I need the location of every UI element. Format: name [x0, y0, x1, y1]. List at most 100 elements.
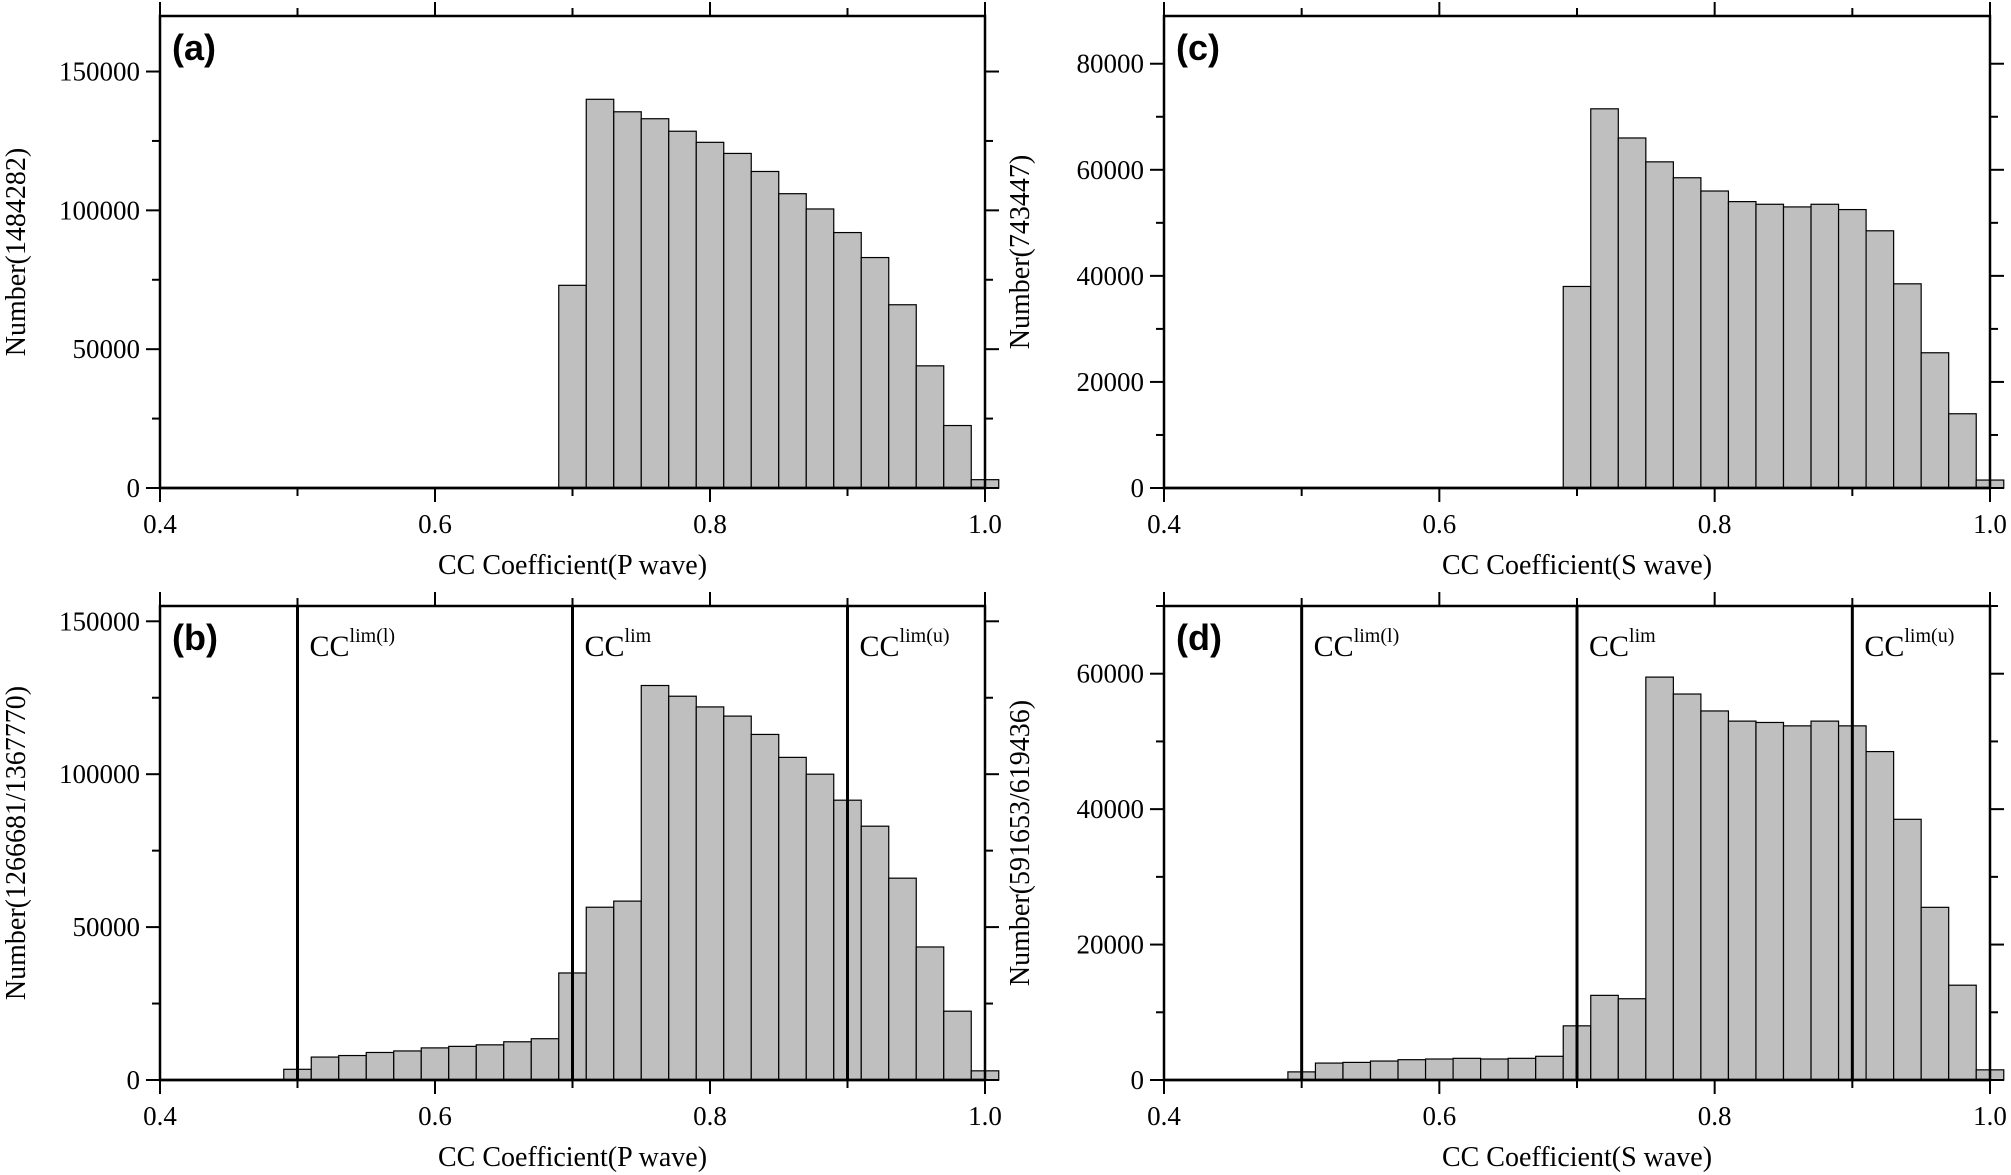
x-tick-label: 0.4 — [143, 1101, 177, 1131]
histogram-bar — [1645, 161, 1674, 489]
histogram-bar — [1893, 818, 1922, 1081]
x-tick-label: 0.6 — [1422, 1101, 1456, 1131]
histogram-bar — [503, 1041, 532, 1081]
histogram-bar — [1645, 676, 1674, 1081]
x-tick-label: 1.0 — [1973, 1101, 2007, 1131]
y-tick-label: 100000 — [59, 759, 140, 789]
histogram-bar — [1755, 721, 1785, 1081]
histogram-bar — [1755, 203, 1785, 489]
histogram-bar — [1480, 1058, 1509, 1081]
histogram-bar — [943, 1010, 972, 1081]
y-tick-label: 50000 — [73, 912, 141, 942]
histogram-bar — [668, 130, 697, 489]
cc-limit-annotation: CClim(l) — [310, 625, 396, 663]
histogram-bar — [1700, 190, 1730, 489]
panel-label: (d) — [1176, 617, 1222, 658]
histogram-bar — [1424, 1058, 1454, 1081]
cc-limit-annotation: CClim(u) — [1864, 625, 1954, 663]
histogram-bar — [640, 118, 670, 489]
histogram-bar — [778, 193, 807, 489]
histogram-bar — [915, 946, 945, 1081]
y-tick-label: 0 — [1131, 1065, 1145, 1095]
histogram-bar — [1948, 984, 1977, 1081]
histogram-bar — [1920, 906, 1950, 1081]
histogram-bar — [1314, 1062, 1344, 1081]
panel-c-histogram: 0.4 0.6 0.8 1.0 0 20000 40000 60000 80000 CC Coef… — [1005, 2, 2007, 581]
histogram-bar — [860, 825, 890, 1081]
panel-label: (a) — [172, 27, 216, 68]
histogram-bar — [1810, 720, 1840, 1081]
y-tick-label: 40000 — [1077, 794, 1145, 824]
histogram-bar — [393, 1050, 422, 1081]
x-tick-label: 0.6 — [418, 1101, 452, 1131]
histogram-bar — [805, 208, 835, 489]
histogram-bar — [1535, 1055, 1564, 1081]
x-tick-label: 1.0 — [968, 1101, 1002, 1131]
histogram-bar — [475, 1044, 505, 1081]
y-tick-label: 150000 — [59, 57, 140, 87]
panel-d-histogram: 0.4 0.6 0.8 1.0 0 20000 40000 60000 CC Coefficie… — [1005, 592, 2007, 1173]
panel-b-histogram: 0.4 0.6 0.8 1.0 0 50000 100000 150000 CC Coeffic… — [1, 592, 1002, 1173]
histogram-bar — [1342, 1061, 1372, 1081]
panel-a-histogram: 0.4 0.6 0.8 1.0 0 50000 100000 150000 CC Coeffic… — [1, 2, 1002, 581]
y-tick-label: 50000 — [73, 334, 141, 364]
cc-limit-annotation: CClim — [585, 625, 652, 663]
histogram-bar — [338, 1054, 367, 1081]
histogram-bar — [585, 98, 615, 489]
x-tick-label: 0.4 — [143, 509, 177, 539]
histogram-bar — [1617, 998, 1647, 1081]
histogram-bar — [1948, 413, 1977, 489]
y-axis-title: Number(1266681/1367770) — [1, 686, 32, 1000]
histogram-bar — [1562, 285, 1592, 489]
histogram-bar — [420, 1047, 450, 1081]
histogram-bar — [805, 773, 835, 1081]
x-tick-label: 0.8 — [1698, 509, 1732, 539]
histogram-bar — [310, 1056, 340, 1081]
histogram-bar — [1397, 1059, 1427, 1081]
histogram-bar — [888, 877, 917, 1081]
histogram-bar — [1590, 994, 1619, 1081]
histogram-bar — [915, 365, 945, 489]
panel-label: (c) — [1176, 27, 1220, 68]
histogram-bar — [723, 152, 752, 489]
histogram-bar — [1369, 1060, 1399, 1081]
y-tick-label: 150000 — [59, 606, 140, 636]
cc-limit-annotation: CClim(l) — [1314, 625, 1400, 663]
histogram-bar — [640, 684, 670, 1081]
histogram-bar — [695, 141, 725, 489]
histogram-bar — [1920, 352, 1950, 489]
y-tick-label: 40000 — [1077, 261, 1145, 291]
histogram-bar — [613, 111, 642, 489]
histogram-bar — [1810, 203, 1840, 489]
x-tick-label: 0.8 — [1698, 1101, 1732, 1131]
y-tick-label: 0 — [1131, 473, 1145, 503]
cc-limit-annotation: CClim — [1589, 625, 1656, 663]
x-tick-label: 0.6 — [418, 509, 452, 539]
x-tick-label: 0.4 — [1147, 1101, 1181, 1131]
histogram-bar — [1507, 1057, 1537, 1081]
histogram-bar — [1727, 720, 1757, 1081]
y-tick-label: 20000 — [1077, 367, 1145, 397]
histogram-bar — [365, 1051, 395, 1081]
y-tick-label: 100000 — [59, 195, 140, 225]
x-axis-title: CC Coefficient(P wave) — [438, 1142, 707, 1173]
histogram-bar — [1865, 750, 1895, 1081]
histogram-bar — [1782, 725, 1812, 1081]
histogram-bar — [1590, 108, 1619, 489]
histogram-bar — [1727, 201, 1757, 489]
y-axis-title: Number(743447) — [1005, 155, 1036, 349]
histogram-bar — [750, 170, 780, 489]
x-tick-label: 0.4 — [1147, 509, 1181, 539]
y-tick-label: 80000 — [1077, 49, 1145, 79]
histogram-bar — [668, 695, 697, 1081]
histogram-bar — [1865, 230, 1895, 489]
histogram-bar — [1452, 1057, 1482, 1081]
x-tick-label: 0.8 — [693, 1101, 727, 1131]
cc-limit-annotation: CClim(u) — [860, 625, 950, 663]
x-axis-title: CC Coefficient(S wave) — [1442, 1142, 1712, 1173]
histogram-bar — [448, 1045, 477, 1081]
panel-label: (b) — [172, 617, 218, 658]
y-tick-label: 60000 — [1077, 155, 1145, 185]
histogram-bar — [778, 756, 807, 1081]
x-axis-title: CC Coefficient(P wave) — [438, 550, 707, 581]
